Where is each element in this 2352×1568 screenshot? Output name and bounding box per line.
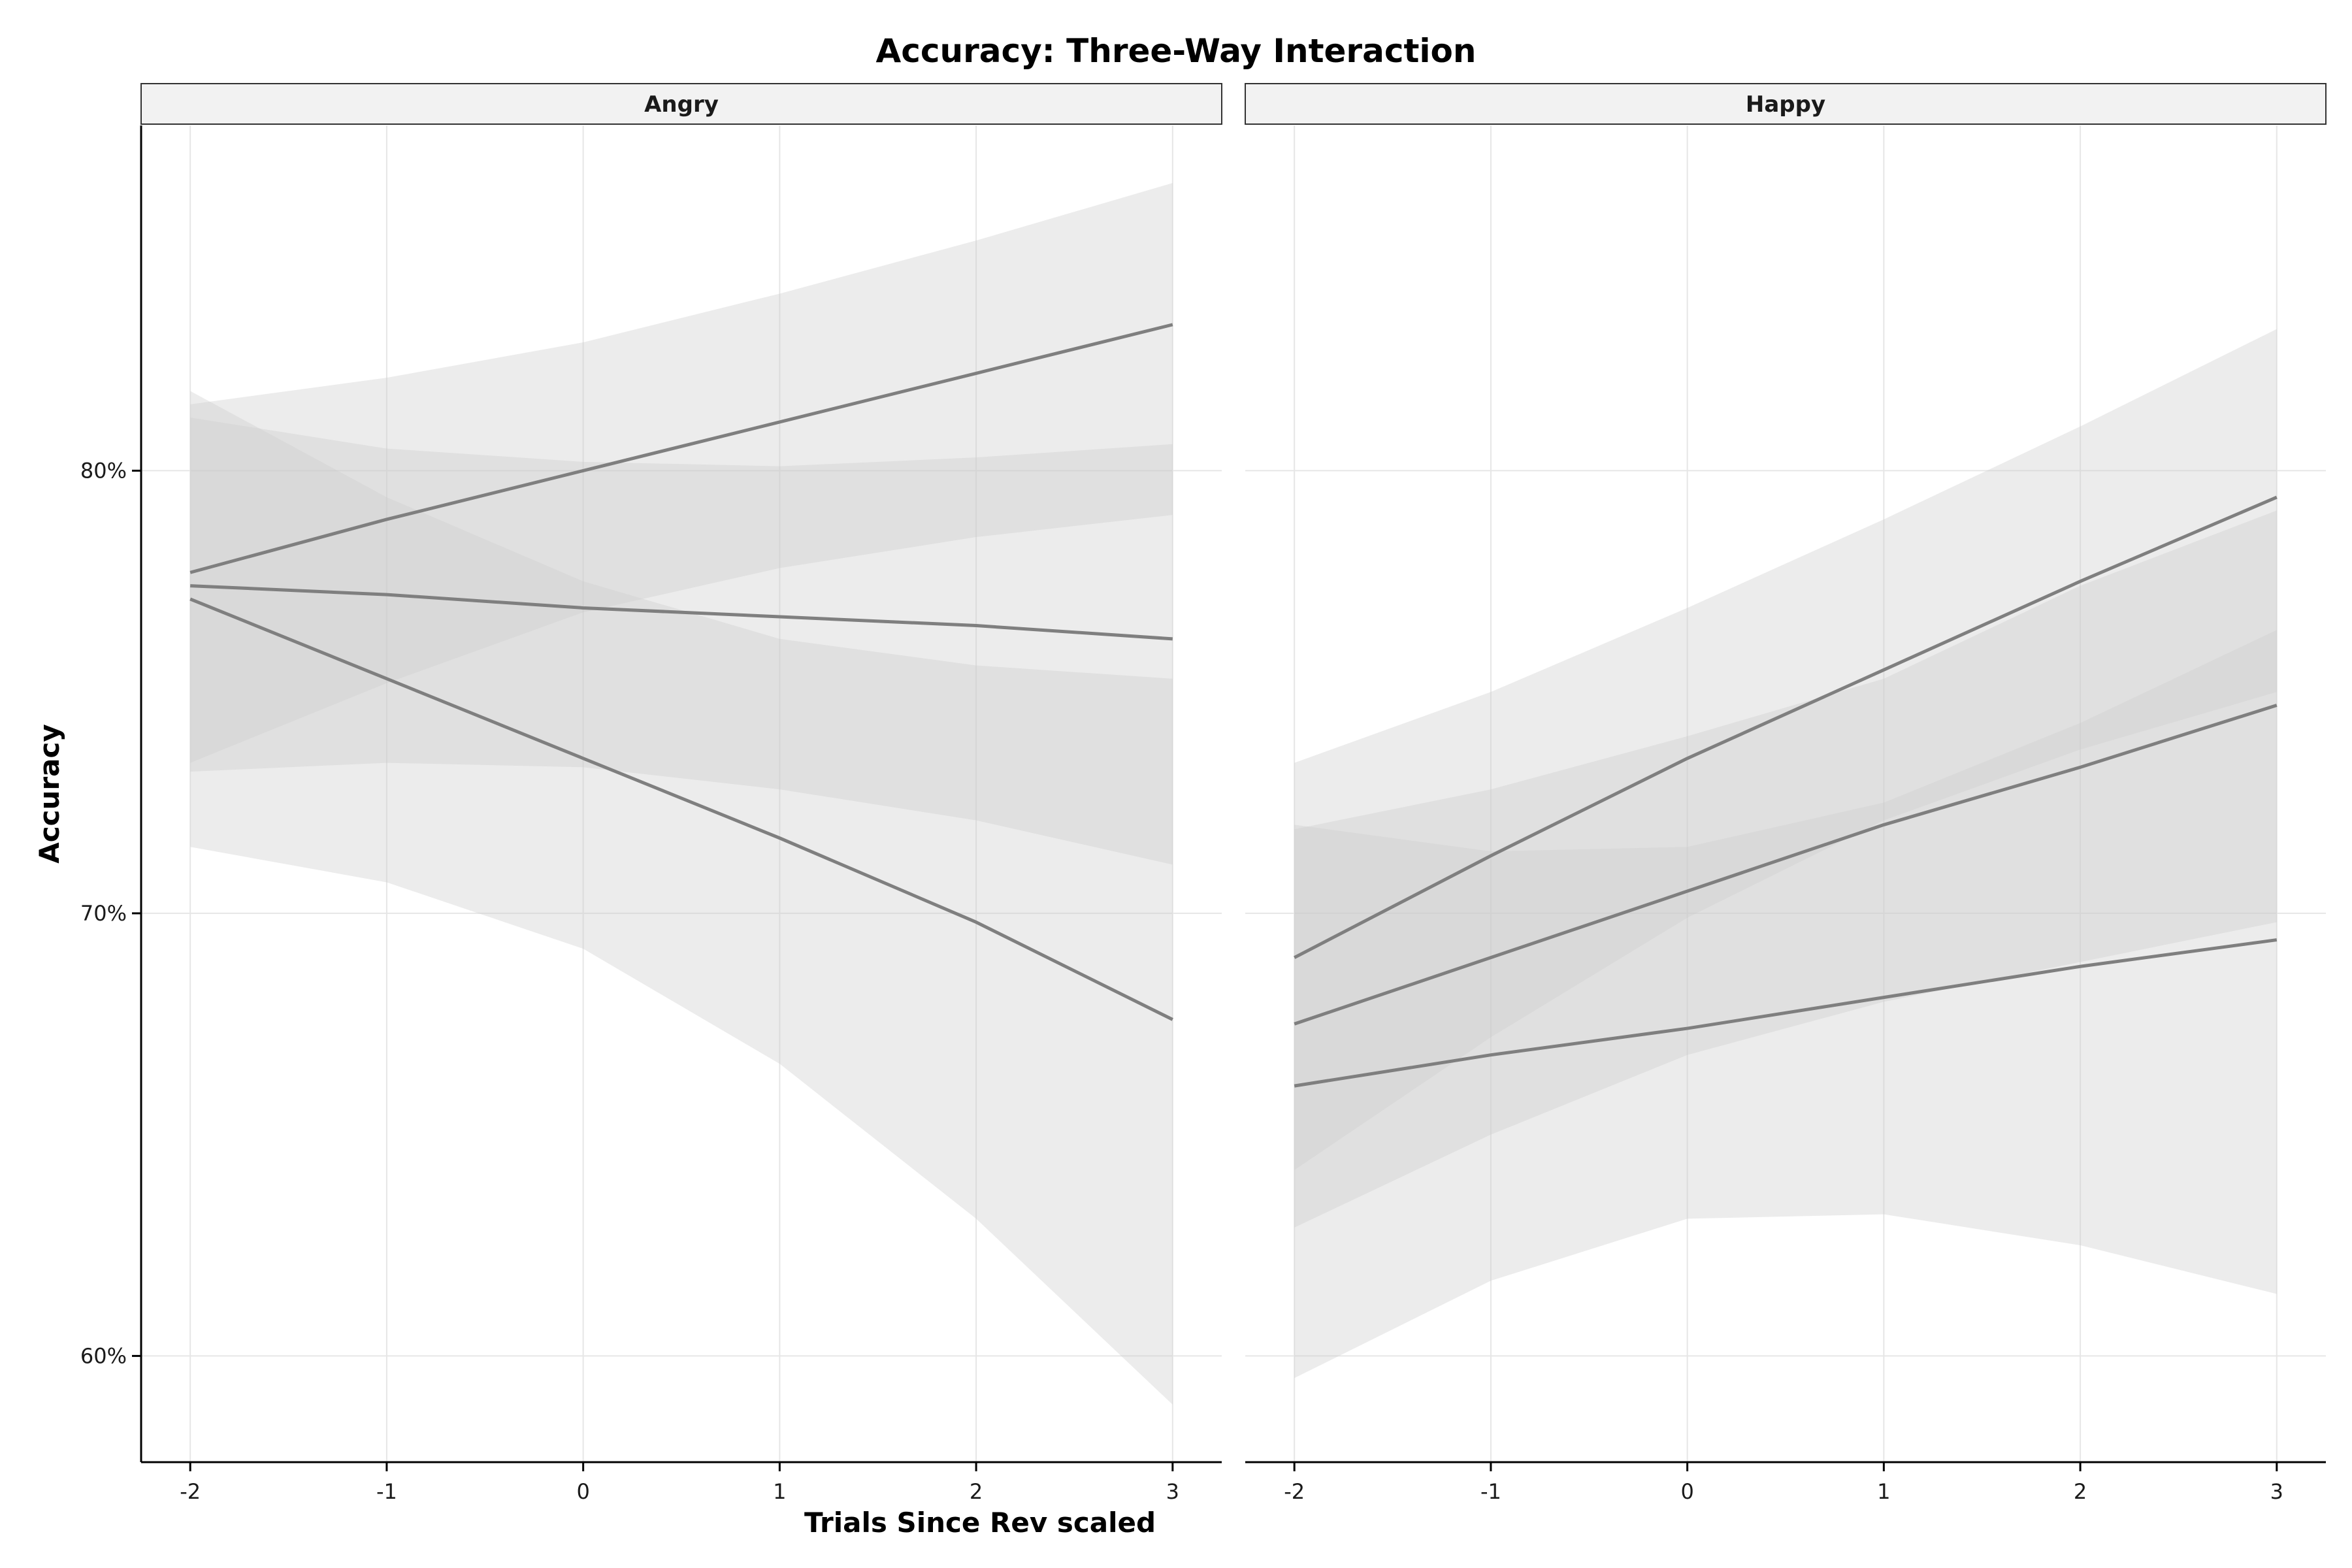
- chart-title: Accuracy: Three-Way Interaction: [876, 32, 1477, 70]
- x-tick-label: 3: [1166, 1479, 1179, 1504]
- facet-strip: [140, 83, 1222, 125]
- confidence-band-3: [190, 391, 1173, 1405]
- x-tick-label: 0: [576, 1479, 589, 1504]
- x-tick-label: 0: [1680, 1479, 1693, 1504]
- series-line-3: [1294, 938, 2278, 1088]
- x-tick-label: 2: [970, 1479, 983, 1504]
- facet-strip: [1245, 83, 2327, 125]
- series-line-1: [189, 323, 1173, 574]
- confidence-band-1: [190, 183, 1173, 763]
- x-tick-label: 2: [2074, 1479, 2087, 1504]
- series-line-1: [1294, 495, 2278, 959]
- confidence-band-3: [1294, 630, 2277, 1379]
- x-tick-label: -1: [376, 1479, 397, 1504]
- series-line-3: [189, 597, 1173, 1021]
- x-tick-label: -2: [1284, 1479, 1305, 1504]
- confidence-band-1: [1294, 329, 2277, 1170]
- facet-label: Happy: [1746, 91, 1825, 118]
- y-tick-label: 60%: [80, 1343, 127, 1368]
- y-axis-title: Accuracy: [33, 724, 65, 864]
- x-tick-label: 3: [2270, 1479, 2283, 1504]
- x-axis-title: Trials Since Rev scaled: [804, 1507, 1156, 1539]
- confidence-band-2: [190, 417, 1173, 865]
- series-line-2: [1294, 704, 2278, 1026]
- panel-happy: Happy -2 -1 0 1 2 3: [1245, 83, 2327, 1504]
- panel-angry: Angry 60% 70% 80% -2 -1 0 1 2 3: [80, 83, 1222, 1504]
- series-line-2: [190, 584, 1173, 641]
- x-tick-label: -2: [180, 1479, 201, 1504]
- y-tick-label: 80%: [80, 458, 127, 483]
- facet-label: Angry: [644, 91, 719, 118]
- x-tick-label: 1: [773, 1479, 786, 1504]
- x-tick-label: 1: [1877, 1479, 1890, 1504]
- y-tick-label: 70%: [80, 901, 127, 926]
- x-tick-label: -1: [1480, 1479, 1501, 1504]
